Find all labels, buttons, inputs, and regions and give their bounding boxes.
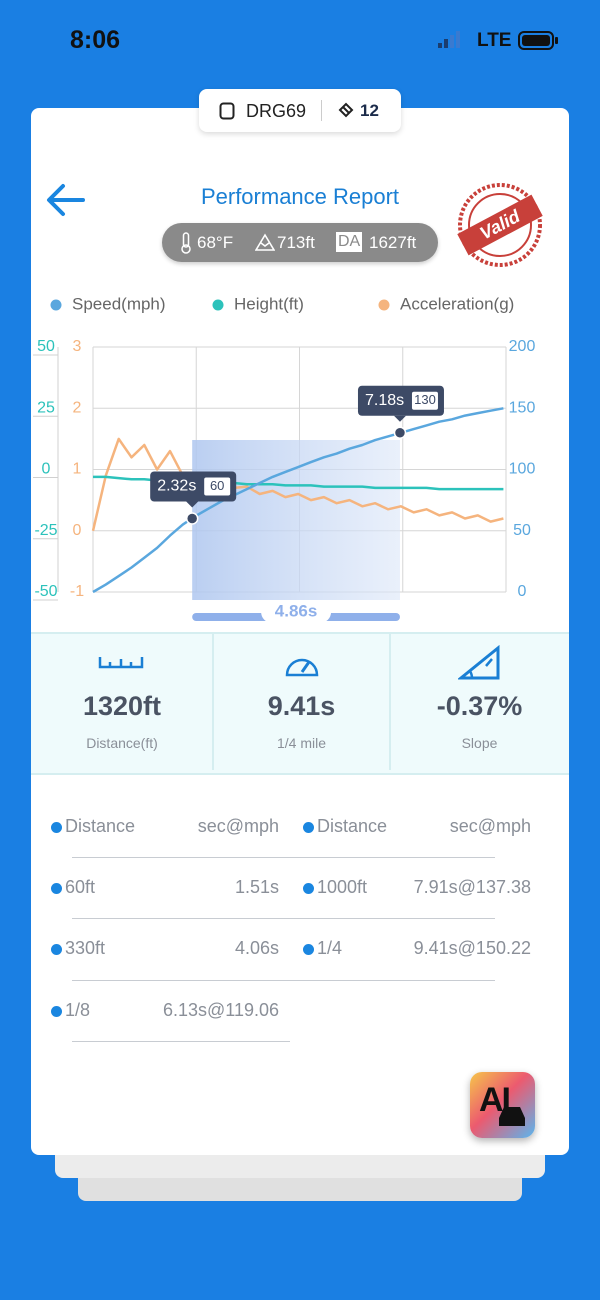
row-key: 1000ft [317,877,368,897]
legend-label: Height(ft) [234,294,304,313]
tooltip-value: 60 [210,478,224,493]
tooltip-tail [186,501,199,508]
chart: Speed(mph) Height(ft) Acceleration(g) -50 -2… [33,294,536,623]
table-row: 330ft 4.06s [51,938,279,962]
y3-tick-label: 3 [73,338,82,355]
tooltip-value: 130 [414,392,436,407]
series-line [91,437,504,532]
stat-value: -0.37% [436,691,523,721]
row-value: 1.51s [234,877,279,897]
range-shade [192,440,400,600]
y2-tick-label: 200 [509,338,536,355]
stat-value: 1320ft [82,691,162,721]
range-label: 4.86s [275,601,318,620]
stat-card: 9.41s 1/4 mile [213,633,390,770]
legend-label: Acceleration(g) [400,294,514,313]
row-key: 1/8 [65,1000,91,1020]
table-header: Distance sec@mph [51,816,279,840]
density-altitude: 1627ft [369,233,417,252]
stat-label: Slope [461,735,498,751]
elevation: 713ft [277,233,315,252]
stat-label: 1/4 mile [276,735,327,751]
series-line [92,407,504,594]
y-tick-label: -25 [34,522,57,539]
y2-tick-label: 100 [509,461,536,478]
temperature: 68°F [197,233,234,252]
page-title: Performance Report [200,184,400,209]
row-key: 1/4 [317,938,343,958]
row-key: 60ft [65,877,96,897]
row-divider [72,1041,290,1042]
range-pill [261,601,332,623]
annotation-marker [185,512,199,525]
bullet [51,1006,62,1017]
annotation-marker [393,426,407,439]
stat-card: -0.37% Slope [390,633,569,770]
y2-tick-label: 50 [513,522,531,539]
bullet [303,883,314,894]
tooltip-badge [204,477,231,496]
back-button[interactable] [45,183,87,217]
y3-tick-label: 0 [73,522,82,539]
table-row: 1/4 9.41s@150.22 [303,938,531,962]
row-value: 9.41s@150.22 [413,938,531,958]
y3-tick-label: 2 [73,399,82,416]
y3-tick-label: 1 [73,461,82,478]
legend-label: Speed(mph) [72,294,166,313]
row-divider [72,980,495,981]
tooltip-time: 2.32s [157,478,196,495]
y-tick-label: 25 [37,399,55,416]
bullet [51,944,62,955]
valid-stamp: Valid [457,183,543,267]
gauge-icon [285,658,319,677]
row-value: 4.06s [234,938,279,958]
row-value: 7.91s@137.38 [413,877,531,897]
table-header: Distance sec@mph [303,816,531,840]
stat-value: 9.41s [267,691,336,721]
table-row: 1000ft 7.91s@137.38 [303,877,531,901]
row-divider [72,918,495,919]
y-tick-label: 0 [42,461,51,478]
conditions-pill: 68°F 713ft DA 1627ft [162,223,438,262]
y2-tick-label: 150 [509,399,536,416]
bullet [51,883,62,894]
legend-dot [212,299,224,311]
row-key: Distance [317,816,388,836]
ruler-icon [98,657,144,669]
ai-button[interactable]: AI [470,1072,535,1138]
status-icons: LTE [438,30,558,51]
y-tick-label: 50 [37,338,55,355]
bullet [303,944,314,955]
y-tick-label: -50 [34,583,57,600]
status-network: LTE [477,30,511,51]
row-value: 6.13s@119.06 [162,1000,279,1020]
device-pill[interactable]: DRG69 12 [199,89,401,132]
tooltip-time: 7.18s [365,392,404,409]
tooltip-badge [411,391,438,410]
bullet [51,822,62,833]
row-key: 330ft [65,938,106,958]
device-name: DRG69 [246,101,307,121]
stat-label: Distance(ft) [86,735,158,751]
table-row: 1/8 6.13s@119.06 [51,1000,279,1024]
slope-icon [458,645,500,680]
y2-tick-label: 0 [518,583,527,600]
stats-panel [31,632,569,775]
bullet [303,822,314,833]
row-value: sec@mph [449,816,531,836]
y3-tick-label: -1 [70,583,84,600]
status-time: 8:06 [70,26,121,54]
row-key: Distance [65,816,136,836]
stat-card: 1320ft Distance(ft) [31,633,213,770]
row-value: sec@mph [197,816,279,836]
legend-dot [378,299,390,311]
tooltip-tail [393,415,406,422]
row-divider [72,857,495,858]
device-count: 12 [360,101,379,120]
table-row: 60ft 1.51s [51,877,279,901]
legend-dot [50,299,62,311]
da-label: DA [336,232,363,252]
